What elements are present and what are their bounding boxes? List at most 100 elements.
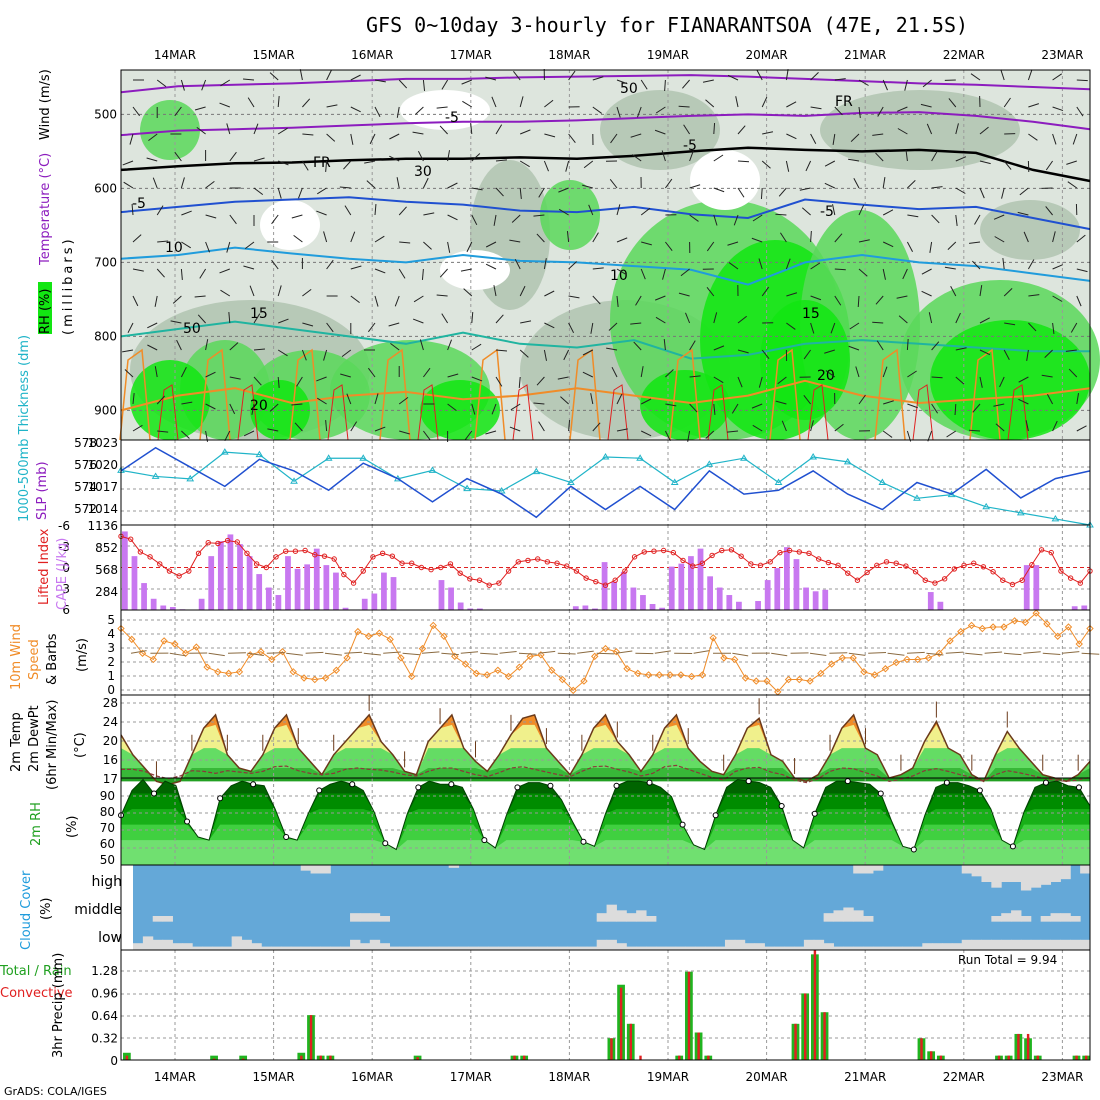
- wind-speed-point: [709, 634, 717, 642]
- cape-bar: [467, 608, 474, 610]
- wind-barb: [582, 184, 593, 189]
- wind-barb: [955, 214, 958, 226]
- high-cloud: [1011, 865, 1022, 882]
- surface-temp-contour: [119, 348, 151, 441]
- wind-barb: [756, 70, 763, 81]
- wind-barb: [219, 102, 230, 108]
- li-point: [505, 568, 512, 574]
- middle-cloud: [616, 910, 627, 922]
- temp2m-axis-labels: 2m Temp 2m DewPt (6hr Min/Max) (°C): [9, 700, 88, 790]
- cloud-level-label: high: [91, 874, 122, 890]
- cloud-cover-panel: high middle low: [74, 864, 1091, 951]
- li-point: [1000, 577, 1006, 583]
- cape-bar: [438, 580, 445, 610]
- bottom-date-label: 21MAR: [844, 1070, 886, 1084]
- wind-barb: [305, 651, 324, 654]
- li-point: [738, 553, 744, 559]
- wind-barb: [616, 237, 628, 243]
- contour-label: -5: [132, 196, 146, 212]
- wind-barb: [999, 376, 1005, 388]
- convective-precip-bar: [804, 993, 807, 1060]
- convective-precip-bar: [300, 1055, 303, 1060]
- wind-barb: [1052, 106, 1064, 112]
- middle-cloud: [626, 913, 637, 922]
- wind-barb: [906, 651, 925, 654]
- wind-barb: [174, 151, 182, 162]
- low-cloud: [734, 939, 746, 950]
- top-date-label: 21MAR: [844, 48, 886, 62]
- wind-barb: [848, 652, 866, 656]
- wind-barb: [439, 268, 448, 278]
- wind-barb: [197, 314, 206, 324]
- wind-barb: [510, 403, 521, 411]
- wind-barb: [519, 285, 526, 297]
- wind-speed-point: [795, 675, 804, 684]
- wind-barb: [829, 652, 848, 654]
- wind-barb: [277, 127, 288, 135]
- wind-speed-point: [720, 654, 728, 662]
- wind-speed-point: [343, 654, 351, 662]
- temp-tick: 16: [103, 753, 118, 767]
- wind-barb: [447, 182, 458, 189]
- wind-barb: [616, 295, 619, 307]
- wind-barb: [751, 403, 763, 409]
- wind-barb: [947, 241, 957, 251]
- wind-barb: [350, 231, 356, 243]
- wind-barb: [229, 151, 237, 162]
- wind-barb: [1028, 294, 1040, 297]
- bottom-date-label: 18MAR: [548, 1070, 590, 1084]
- pressure-tick: 500: [94, 107, 117, 121]
- convective-precip-bar: [1007, 1055, 1010, 1060]
- wind-barb: [398, 79, 408, 89]
- wind-barb: [399, 241, 411, 244]
- wind-barb: [590, 322, 594, 334]
- li-point: [1038, 547, 1045, 553]
- wind-barb: [294, 422, 303, 432]
- low-cloud: [567, 946, 578, 950]
- wind-barb: [132, 295, 139, 307]
- wind-speed-point: [978, 624, 987, 633]
- thickness-point: [463, 484, 471, 492]
- cape-bar: [333, 572, 339, 610]
- li-point: [283, 548, 289, 554]
- wind-barb: [689, 184, 701, 189]
- wind-barb: [205, 180, 215, 189]
- wind-speed-point: [957, 627, 965, 636]
- wind-barb: [544, 290, 555, 297]
- wind-speed-point: [763, 677, 771, 685]
- wind-barb: [737, 187, 745, 198]
- temp-line: [120, 713, 1091, 786]
- wind-barb: [519, 160, 530, 168]
- wind-barb: [898, 315, 908, 324]
- wind-barb: [316, 376, 327, 382]
- li-point: [447, 561, 454, 567]
- upper-temp-label: Temperature (°C): [38, 153, 53, 266]
- surface-temp-contour: [237, 384, 259, 441]
- wind-speed-point: [881, 665, 890, 673]
- wind-barb: [786, 101, 797, 108]
- wind-barb: [374, 106, 381, 118]
- wind-speed-point: [214, 668, 222, 676]
- wind-tick: 3: [107, 641, 115, 655]
- wind-barb: [705, 99, 715, 108]
- wind-barb: [616, 79, 628, 85]
- wind-barb: [253, 348, 266, 351]
- middle-cloud: [991, 916, 1002, 922]
- li-point: [515, 559, 521, 565]
- wind-barb: [921, 290, 932, 297]
- cape-bar: [265, 587, 272, 610]
- wind-barb: [253, 123, 259, 135]
- wind-barb: [323, 231, 328, 243]
- wind-barb: [664, 178, 673, 189]
- li-point: [1009, 581, 1016, 588]
- wind-barb: [132, 106, 141, 117]
- wind-speed-point: [924, 654, 933, 662]
- precip-tick: 0.32: [91, 1032, 118, 1046]
- high-cloud: [872, 865, 884, 871]
- wind-speed-point: [946, 637, 954, 645]
- convective-precip-bar: [125, 1055, 129, 1060]
- rh-point: [217, 795, 224, 802]
- wind-speed-point: [935, 649, 943, 657]
- wind-speed-point: [494, 666, 502, 674]
